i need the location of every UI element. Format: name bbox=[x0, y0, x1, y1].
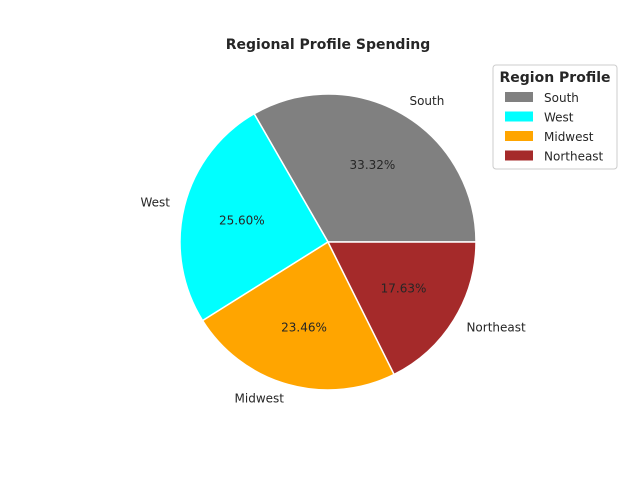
legend-swatch-west bbox=[505, 111, 533, 122]
percent-label-midwest: 23.46% bbox=[281, 320, 327, 334]
pie-slice-west bbox=[179, 112, 330, 322]
chart-title: Regional Profile Spending bbox=[226, 37, 431, 53]
slice-label-south: South bbox=[409, 94, 444, 108]
slice-label-west: West bbox=[141, 196, 171, 210]
slice-label-midwest: Midwest bbox=[235, 392, 285, 406]
legend-label-midwest: Midwest bbox=[544, 130, 594, 144]
percent-label-south: 33.32% bbox=[350, 158, 396, 172]
legend-frame bbox=[492, 64, 618, 170]
legend-label-west: West bbox=[544, 111, 574, 125]
pie-slice-northeast bbox=[326, 241, 477, 376]
legend-label-south: South bbox=[544, 91, 579, 105]
legend: Region Profile South West Midwest Northeast bbox=[492, 64, 618, 170]
pie-labels: South 33.32% West 25.60% Midwest 23.46% Northe… bbox=[141, 94, 527, 406]
slice-label-northeast: Northeast bbox=[466, 321, 526, 335]
percent-label-west: 25.60% bbox=[219, 214, 265, 228]
percent-label-northeast: 17.63% bbox=[381, 282, 427, 296]
legend-title: Region Profile bbox=[499, 70, 610, 86]
legend-swatch-midwest bbox=[505, 131, 533, 141]
legend-swatch-south bbox=[505, 92, 533, 102]
pie-slices bbox=[179, 93, 477, 391]
pie-slice-south bbox=[253, 93, 477, 243]
legend-label-northeast: Northeast bbox=[544, 150, 604, 164]
legend-items: South West Midwest Northeast bbox=[505, 91, 604, 164]
legend-swatch-northeast bbox=[505, 150, 533, 161]
